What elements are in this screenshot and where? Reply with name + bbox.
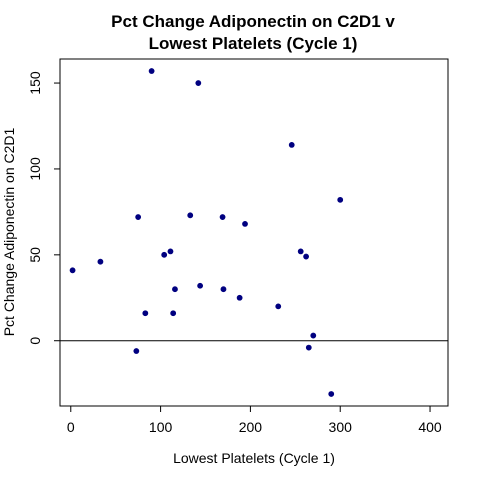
x-tick-label: 300 (329, 419, 353, 435)
data-point (297, 248, 304, 255)
data-point (337, 196, 344, 203)
x-tick-label: 400 (418, 419, 442, 435)
x-tick-label: 0 (67, 419, 75, 435)
x-axis-label: Lowest Platelets (Cycle 1) (173, 450, 335, 466)
data-points (69, 68, 344, 397)
data-point (97, 258, 104, 265)
data-point (303, 253, 309, 260)
data-point (197, 282, 204, 289)
data-point (172, 286, 178, 293)
data-point (142, 310, 149, 317)
y-tick-label: 0 (27, 337, 43, 345)
data-point (288, 141, 295, 148)
x-axis: 0 100 200 300 400 (67, 405, 442, 435)
x-tick-label: 200 (239, 419, 263, 435)
data-point (161, 251, 168, 258)
data-point (328, 391, 335, 397)
y-axis-label: Pct Change Adiponectin on C2D1 (1, 127, 17, 336)
chart-title-line-1: Pct Change Adiponectin on C2D1 v (111, 12, 395, 31)
x-tick-label: 100 (149, 419, 173, 435)
data-point (275, 303, 282, 310)
data-point (236, 294, 243, 301)
data-point (220, 286, 227, 293)
data-point (310, 332, 317, 339)
y-axis: 0 50 100 150 (27, 71, 61, 345)
data-point (148, 68, 155, 74)
data-point (195, 80, 202, 86)
data-point (69, 267, 76, 274)
data-point (170, 310, 177, 317)
y-tick-label: 50 (27, 247, 43, 263)
data-point (167, 248, 174, 255)
data-point (219, 214, 226, 220)
data-point (133, 348, 140, 354)
data-point (135, 214, 142, 220)
chart-title-line-2: Lowest Platelets (Cycle 1) (149, 34, 358, 53)
data-point (187, 212, 194, 219)
data-point (305, 344, 312, 351)
y-tick-label: 100 (27, 157, 43, 181)
y-tick-label: 150 (27, 71, 43, 95)
data-point (242, 221, 248, 227)
